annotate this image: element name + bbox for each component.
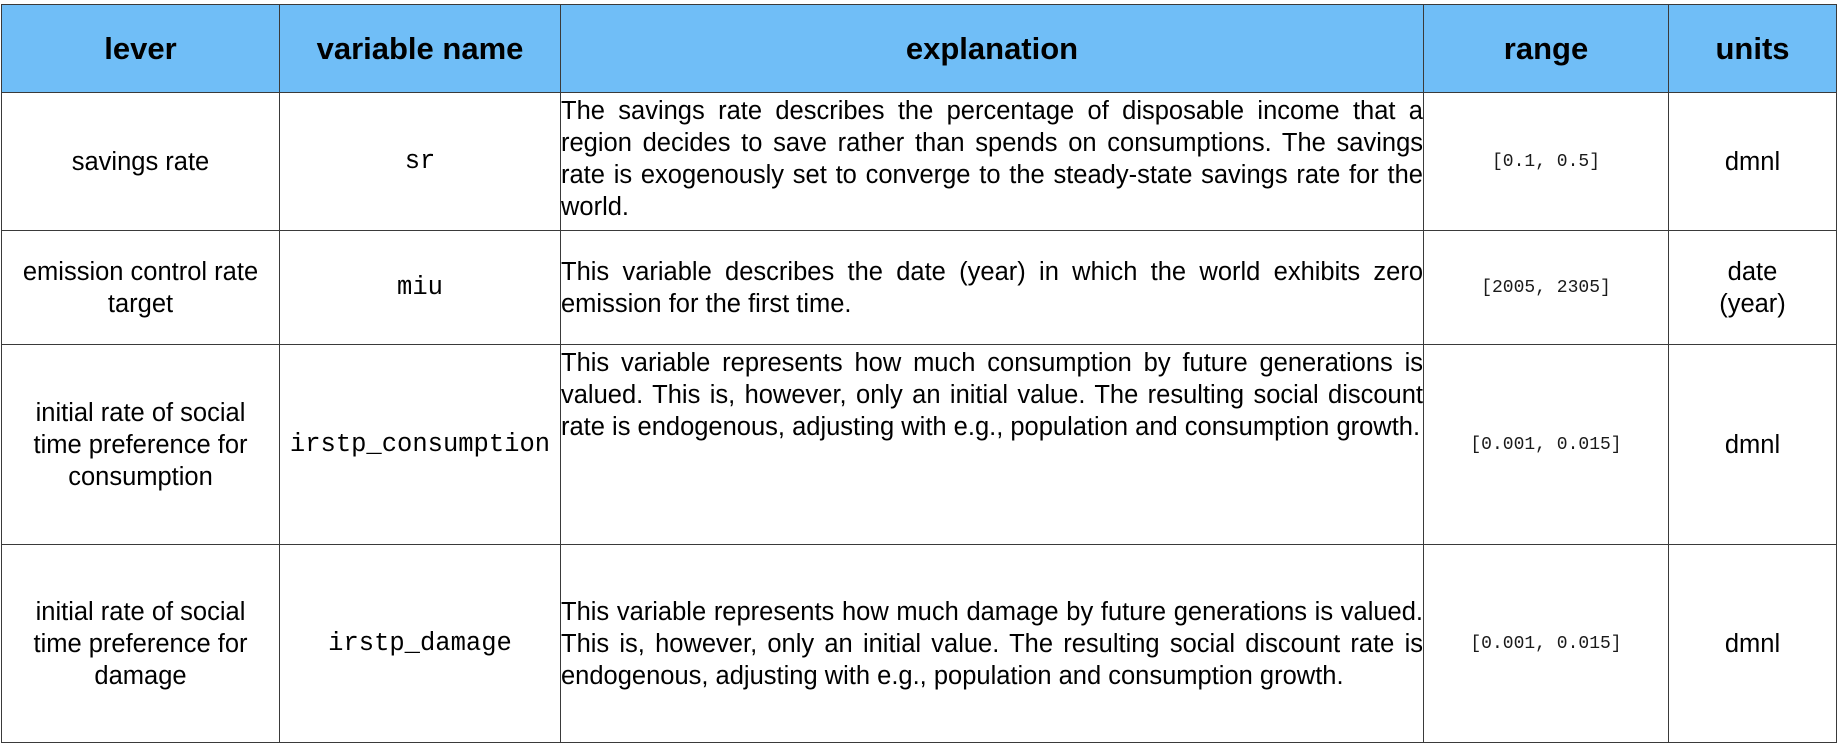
- table-header: lever variable name explanation range un…: [1, 4, 1837, 93]
- lever-cell: emission control rate target: [1, 230, 280, 345]
- explanation-cell: The savings rate describes the percentag…: [560, 92, 1424, 231]
- table-body: savings rate sr The savings rate describ…: [1, 92, 1837, 743]
- units-cell: dmnl: [1668, 92, 1837, 231]
- header-units: units: [1668, 4, 1837, 93]
- table-row: savings rate sr The savings rate describ…: [1, 92, 1837, 231]
- table-row: initial rate of social time preference f…: [1, 544, 1837, 743]
- lever-text: initial rate of social time preference f…: [33, 597, 248, 690]
- header-variable-name: variable name: [279, 4, 561, 93]
- table-row: initial rate of social time preference f…: [1, 344, 1837, 545]
- units-cell: dmnl: [1668, 544, 1837, 743]
- units-cell: dmnl: [1668, 344, 1837, 545]
- explanation-cell: This variable represents how much consum…: [560, 344, 1424, 545]
- explanation-cell: This variable describes the date (year) …: [560, 230, 1424, 345]
- levers-table: lever variable name explanation range un…: [1, 4, 1837, 743]
- lever-cell: initial rate of social time preference f…: [1, 344, 280, 545]
- variable-name-cell: irstp_damage: [279, 544, 561, 743]
- lever-text: savings rate: [71, 147, 210, 176]
- lever-text: initial rate of social time preference f…: [33, 398, 248, 491]
- range-cell: [2005, 2305]: [1423, 230, 1669, 345]
- header-range: range: [1423, 4, 1669, 93]
- explanation-cell: This variable represents how much damage…: [560, 544, 1424, 743]
- variable-name-cell: sr: [279, 92, 561, 231]
- variable-name-cell: miu: [279, 230, 561, 345]
- range-cell: [0.001, 0.015]: [1423, 544, 1669, 743]
- table-row: emission control rate target miu This va…: [1, 230, 1837, 345]
- header-lever: lever: [1, 4, 280, 93]
- lever-cell: savings rate: [1, 92, 280, 231]
- lever-cell: initial rate of social time preference f…: [1, 544, 280, 743]
- lever-text: emission control rate target: [22, 257, 259, 318]
- range-cell: [0.001, 0.015]: [1423, 344, 1669, 545]
- header-row: lever variable name explanation range un…: [1, 4, 1837, 93]
- range-cell: [0.1, 0.5]: [1423, 92, 1669, 231]
- units-text: date (year): [1719, 257, 1786, 318]
- units-cell: date (year): [1668, 230, 1837, 345]
- variable-name-cell: irstp_consumption: [279, 344, 561, 545]
- header-explanation: explanation: [560, 4, 1424, 93]
